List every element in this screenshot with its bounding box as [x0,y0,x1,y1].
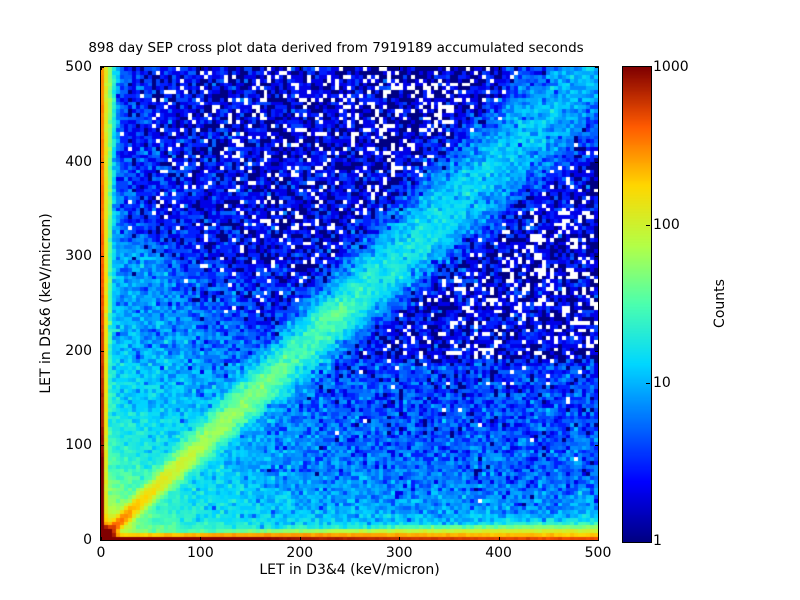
y-tick-mark [100,256,104,258]
x-tick-label: 100 [187,545,214,561]
x-tick-mark-top [101,66,102,70]
y-tick-mark-right [595,540,599,541]
y-tick-mark-right [595,445,599,447]
x-axis-label: LET in D3&4 (keV/micron) [259,562,440,578]
x-tick-label: 400 [485,545,512,561]
x-tick-label: 0 [96,545,106,561]
x-tick-mark [299,537,301,541]
colorbar [622,66,652,543]
colorbar-tick-label: 1000 [653,59,689,75]
x-tick-mark-top [598,66,599,70]
x-tick-mark [598,537,599,541]
y-tick-label: 400 [65,153,92,170]
y-tick-label: 500 [65,59,92,75]
x-tick-mark [399,537,401,541]
y-tick-label: 100 [65,437,92,454]
x-tick-mark [200,537,202,541]
x-tick-mark [498,537,500,541]
colorbar-label: Counts [712,279,728,328]
x-tick-label: 300 [385,545,413,561]
y-tick-mark [100,67,104,68]
colorbar-tick-mark [646,383,650,384]
y-tick-mark-right [595,350,599,352]
x-tick-label: 200 [286,545,314,561]
y-tick-mark [100,350,104,352]
y-tick-mark [100,540,104,541]
colorbar-tick-label: 100 [653,217,680,233]
y-axis-label: LET in D5&6 (keV/micron) [38,213,54,394]
x-tick-label: 500 [584,545,612,561]
y-tick-mark [100,161,104,163]
colorbar-tick-label: 1 [653,533,662,549]
chart-title-line-1: 898 day SEP cross plot data derived from… [88,40,584,56]
x-tick-mark-top [200,66,202,70]
y-tick-label: 0 [83,532,92,548]
x-tick-mark-top [498,66,500,70]
scatter-heatmap [101,67,598,540]
x-tick-mark-top [299,66,301,70]
y-tick-label: 300 [65,248,92,265]
colorbar-gradient [622,66,652,543]
y-tick-mark [100,445,104,447]
x-tick-mark-top [399,66,401,70]
x-tick-mark [101,537,102,541]
y-tick-label: 200 [65,342,92,359]
y-tick-mark-right [595,67,599,68]
colorbar-tick-mark [646,225,650,226]
y-tick-mark-right [595,161,599,163]
y-tick-mark-right [595,256,599,258]
plot-axes [100,66,599,541]
colorbar-tick-label: 10 [653,375,671,391]
